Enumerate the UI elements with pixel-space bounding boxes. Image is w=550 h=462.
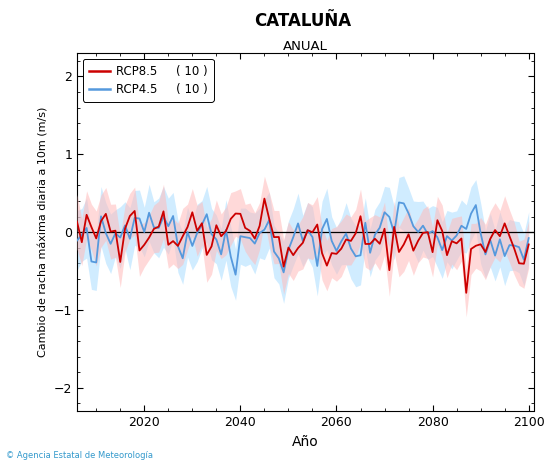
- Legend: RCP8.5     ( 10 ), RCP4.5     ( 10 ): RCP8.5 ( 10 ), RCP4.5 ( 10 ): [83, 59, 213, 102]
- Text: © Agencia Estatal de Meteorología: © Agencia Estatal de Meteorología: [6, 451, 152, 460]
- X-axis label: Año: Año: [292, 435, 318, 449]
- Text: CATALUÑA: CATALUÑA: [254, 12, 351, 30]
- Title: ANUAL: ANUAL: [283, 40, 328, 53]
- Y-axis label: Cambio de racha máxima diaria a 10m (m/s): Cambio de racha máxima diaria a 10m (m/s…: [38, 107, 48, 357]
